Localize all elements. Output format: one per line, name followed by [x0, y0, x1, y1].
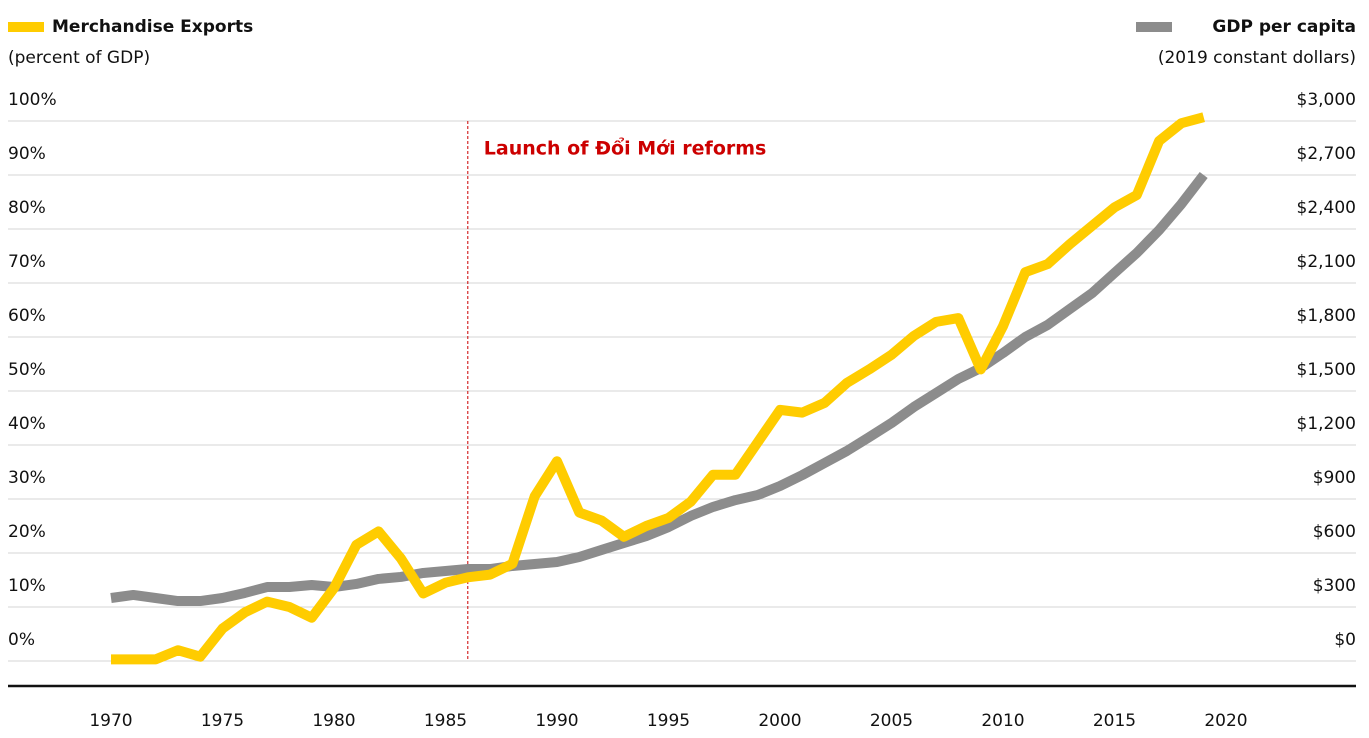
y2-tick-label: $3,000	[1297, 90, 1356, 110]
x-tick-label: 2005	[870, 711, 913, 731]
y-tick-label: 20%	[8, 522, 46, 542]
legend-label: Merchandise Exports	[52, 17, 253, 37]
y2-tick-label: $2,100	[1297, 252, 1356, 272]
x-tick-label: 2000	[758, 711, 801, 731]
y-tick-label: 100%	[8, 90, 57, 110]
series-line	[111, 112, 1205, 665]
x-tick-label: 2020	[1204, 711, 1247, 731]
y2-axis-label: (2019 constant dollars)	[1158, 48, 1356, 68]
y-tick-label: 40%	[8, 414, 46, 434]
y2-tick-label: $1,800	[1297, 306, 1356, 326]
y-tick-label: 0%	[8, 630, 35, 650]
y-tick-label: 80%	[8, 198, 46, 218]
y-tick-label: 30%	[8, 468, 46, 488]
y2-tick-label: $1,200	[1297, 414, 1356, 434]
y2-tick-label: $1,500	[1297, 360, 1356, 380]
x-tick-label: 1980	[312, 711, 355, 731]
y-tick-label: 90%	[8, 144, 46, 164]
x-tick-label: 1970	[89, 711, 132, 731]
y2-tick-label: $300	[1313, 576, 1356, 596]
series-line	[110, 171, 1208, 607]
x-tick-label: 1985	[424, 711, 467, 731]
x-tick-label: 1995	[647, 711, 690, 731]
y2-tick-label: $900	[1313, 468, 1356, 488]
y2-tick-label: $600	[1313, 522, 1356, 542]
legend-swatch	[1136, 22, 1172, 32]
x-tick-label: 1975	[201, 711, 244, 731]
y2-tick-label: $2,700	[1297, 144, 1356, 164]
y2-tick-label: $2,400	[1297, 198, 1356, 218]
y-tick-label: 10%	[8, 576, 46, 596]
annotation: Launch of Đổi Mới reforms	[484, 137, 767, 160]
y2-tick-label: $0	[1334, 630, 1356, 650]
x-tick-label: 2015	[1093, 711, 1136, 731]
y-tick-label: 60%	[8, 306, 46, 326]
y-tick-label: 50%	[8, 360, 46, 380]
x-tick-label: 1990	[535, 711, 578, 731]
legend-swatch	[8, 22, 44, 32]
y-axis-label: (percent of GDP)	[8, 48, 150, 68]
y-tick-label: 70%	[8, 252, 46, 272]
legend-label: GDP per capita	[1212, 17, 1356, 37]
x-tick-label: 2010	[981, 711, 1024, 731]
